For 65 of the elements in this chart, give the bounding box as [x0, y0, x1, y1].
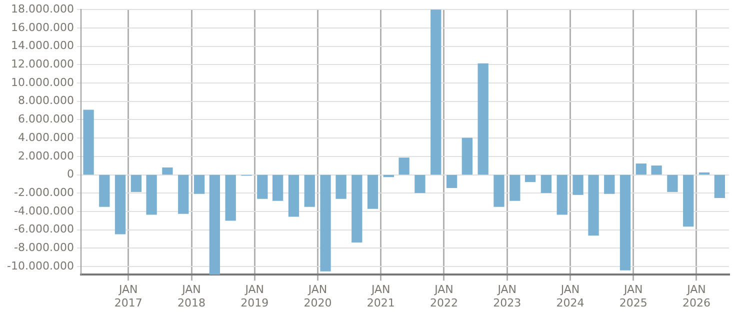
x-tick-label: JAN 2019 — [240, 283, 269, 310]
bar — [209, 174, 220, 275]
y-tick-label: 0 — [66, 168, 74, 181]
bar — [225, 174, 236, 221]
bar — [604, 174, 615, 194]
bar — [683, 174, 694, 227]
bar — [620, 174, 631, 270]
x-tick-label: JAN 2022 — [430, 283, 458, 310]
bar — [99, 174, 110, 207]
y-tick-label: 6.000.000 — [18, 112, 74, 126]
x-tick-label: JAN 2021 — [366, 283, 395, 310]
y-tick-label: 16.000.000 — [10, 20, 74, 34]
bar — [540, 174, 552, 193]
x-tick-label: JAN 2026 — [682, 283, 710, 310]
x-tick-label: JAN 2020 — [304, 283, 332, 310]
bar — [288, 174, 300, 217]
bar — [398, 158, 410, 175]
y-tick-label: -4.000.000 — [14, 204, 74, 218]
bar — [114, 174, 126, 234]
y-tick-label: -10.000.000 — [7, 259, 74, 272]
x-tick-label: JAN 2025 — [619, 283, 648, 310]
bar — [304, 174, 315, 207]
bar — [636, 164, 646, 175]
bar — [714, 174, 725, 198]
y-tick-label: 18.000.000 — [10, 2, 74, 16]
bar — [430, 10, 442, 175]
bar — [162, 167, 173, 175]
bar — [462, 138, 472, 175]
bar — [130, 174, 142, 192]
bar — [510, 174, 520, 201]
bar — [367, 174, 378, 209]
y-tick-label: 2.000.000 — [18, 149, 74, 162]
bar — [336, 174, 346, 199]
bar — [478, 63, 488, 175]
bar — [257, 174, 268, 199]
bar — [178, 174, 189, 214]
x-tick-label: JAN 2023 — [493, 283, 522, 310]
bar — [588, 174, 599, 236]
bar — [698, 172, 710, 175]
y-tick-label: -2.000.000 — [14, 186, 74, 199]
bar — [494, 174, 504, 207]
bar — [83, 110, 94, 175]
bar — [194, 174, 205, 194]
bar — [414, 174, 426, 193]
y-tick-label: 12.000.000 — [10, 58, 74, 71]
bar — [352, 174, 362, 243]
bar — [651, 166, 662, 175]
bar — [524, 174, 536, 182]
bar — [146, 174, 157, 215]
y-tick-label: 14.000.000 — [10, 39, 74, 52]
bar — [572, 174, 584, 195]
bar — [556, 174, 568, 215]
x-tick-label: JAN 2017 — [114, 283, 142, 310]
bar — [272, 174, 284, 201]
bar — [667, 174, 678, 192]
x-tick-label: JAN 2024 — [556, 283, 584, 310]
x-tick-label: JAN 2018 — [178, 283, 206, 310]
y-tick-label: -8.000.000 — [14, 241, 74, 254]
bar — [383, 174, 394, 178]
y-tick-label: 4.000.000 — [18, 130, 74, 144]
y-tick-label: -6.000.000 — [14, 222, 74, 236]
bar — [320, 174, 331, 272]
y-tick-label: 8.000.000 — [18, 94, 74, 108]
y-tick-label: 10.000.000 — [10, 76, 74, 89]
bar — [446, 174, 458, 188]
